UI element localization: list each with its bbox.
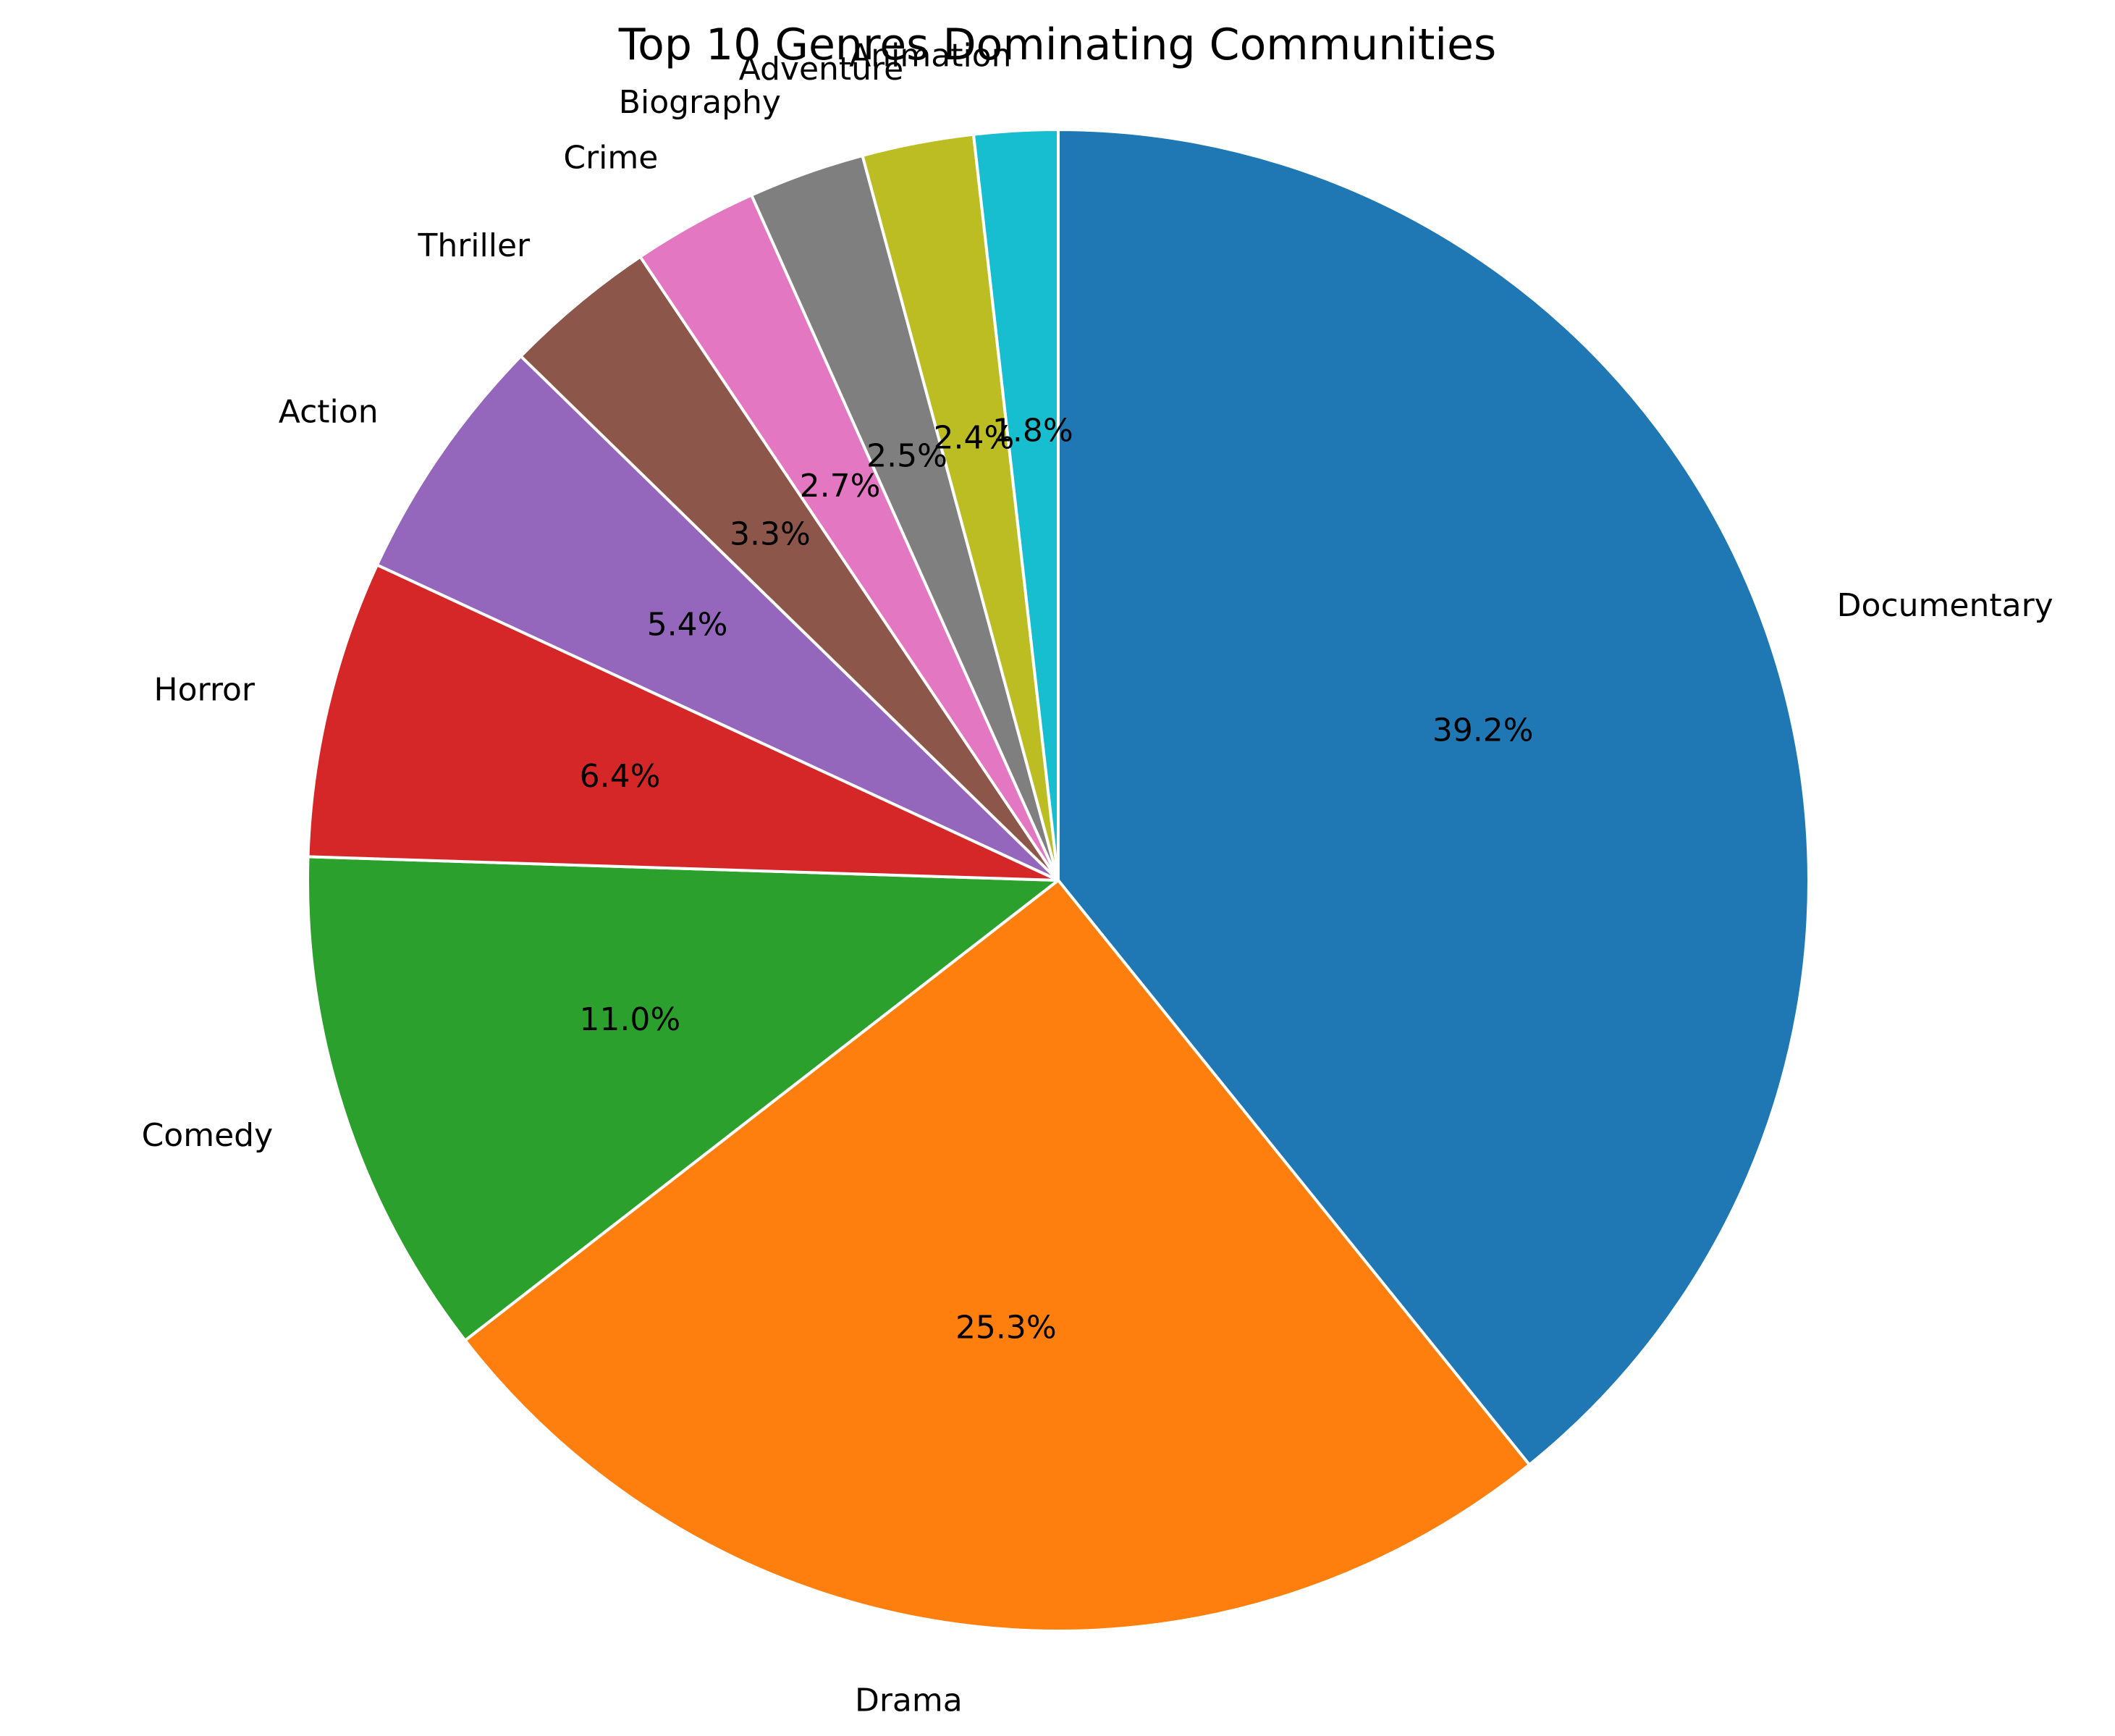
category-label-biography: Biography	[619, 84, 781, 121]
category-label-documentary: Documentary	[1837, 587, 2053, 624]
pct-label-crime: 2.7%	[800, 468, 881, 505]
wedge-thriller	[519, 255, 1060, 882]
pct-label-drama: 25.3%	[955, 1310, 1057, 1347]
pct-label-adventure: 2.4%	[934, 419, 1015, 456]
pct-label-thriller: 3.3%	[730, 515, 811, 552]
wedge-action	[375, 355, 1060, 882]
wedge-comedy	[306, 855, 1060, 1342]
category-label-drama: Drama	[855, 1682, 963, 1719]
pct-label-animation: 1.8%	[992, 412, 1073, 449]
wedge-animation	[971, 128, 1060, 882]
chart-title: Top 10 Genres Dominating Communities	[618, 20, 1497, 70]
pct-label-comedy: 11.0%	[579, 1001, 680, 1038]
category-label-adventure: Adventure	[739, 51, 904, 88]
wedge-documentary	[1057, 128, 1810, 1467]
category-label-horror: Horror	[154, 672, 256, 709]
pie-percentage-labels: 39.2% 25.3% 11.0% 6.4% 5.4% 3.3% 2.7%2.5%2.4%1…	[579, 412, 1533, 1346]
wedge-horror	[306, 563, 1060, 882]
category-label-thriller: Thriller	[417, 227, 531, 264]
category-label-crime: Crime	[563, 140, 658, 177]
pct-label-biography: 2.5%	[866, 437, 947, 474]
pie-category-labels: Documentary Drama Comedy Horror Action Thrill…	[142, 38, 2053, 1719]
wedge-drama	[463, 879, 1531, 1632]
pct-label-action: 5.4%	[647, 607, 728, 644]
category-label-comedy: Comedy	[142, 1117, 274, 1154]
pct-label-documentary: 39.2%	[1432, 712, 1534, 749]
pct-label-horror: 6.4%	[580, 758, 661, 795]
pie-wedges	[306, 128, 1810, 1632]
category-label-action: Action	[279, 393, 379, 430]
category-label-animation: Animation	[849, 38, 1011, 75]
